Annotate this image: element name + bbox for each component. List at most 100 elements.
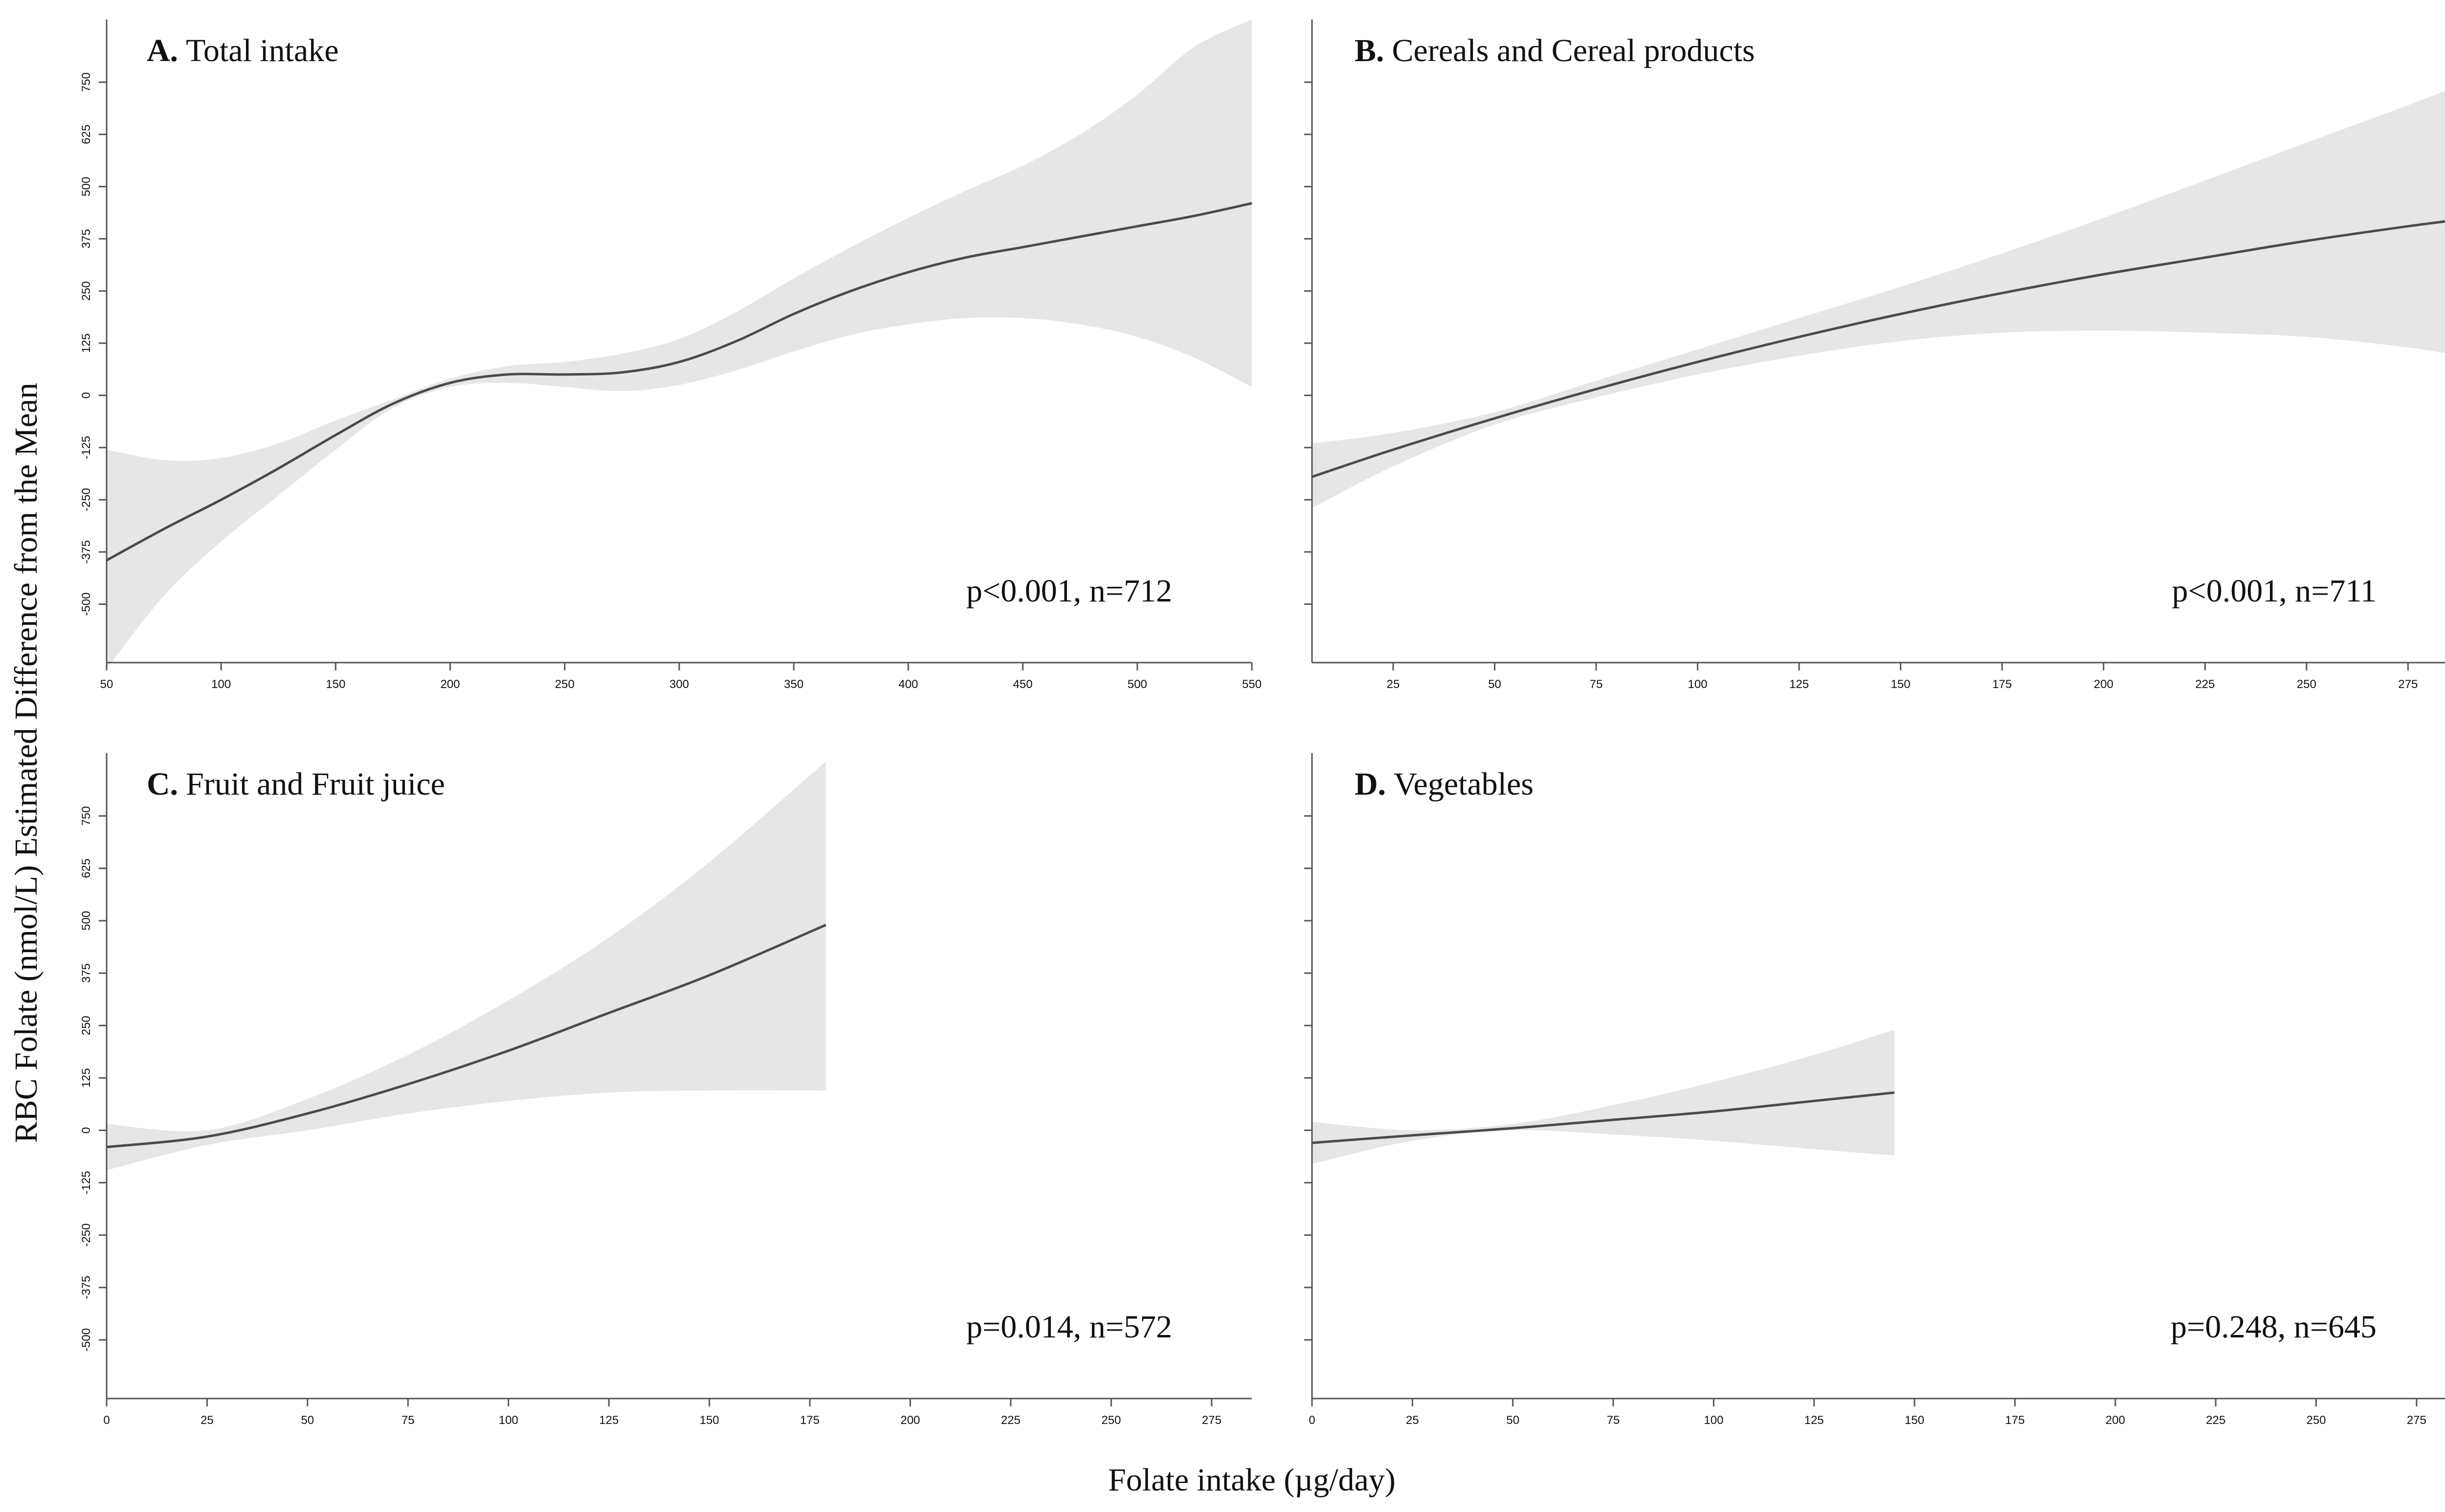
panel-title: D. Vegetables	[1355, 766, 1534, 802]
x-tick-label: 250	[555, 678, 575, 691]
x-tick-label: 150	[700, 1414, 719, 1427]
panel-letter: D.	[1355, 766, 1386, 802]
x-ticks: 25 50 75 100 125 150 175 200 225 250 275	[1387, 663, 2418, 691]
x-tick-label: 50	[1506, 1414, 1519, 1427]
x-tick-label: 275	[1202, 1414, 1222, 1427]
x-tick-label: 100	[1704, 1414, 1723, 1427]
x-tick-label: 0	[1309, 1414, 1315, 1427]
stat-annotation: p=0.014, n=572	[966, 1309, 1172, 1345]
x-tick-label: 125	[1789, 678, 1809, 691]
y-tick-label: -125	[80, 1171, 93, 1195]
y-tick-label: -375	[80, 540, 93, 564]
panel-title-text: Total intake	[186, 33, 338, 68]
y-tick-label: 500	[80, 911, 93, 931]
panel-d: 0 25 50 75 100 125 150 175 200 225 250 275 D. Vegeta…	[1304, 753, 2445, 1427]
panel-title: C. Fruit and Fruit juice	[147, 766, 445, 802]
x-tick-label: 250	[2306, 1414, 2326, 1427]
y-tick-label: 625	[80, 859, 93, 878]
y-tick-label: -375	[80, 1276, 93, 1299]
y-ticks	[1304, 81, 1312, 605]
x-tick-label: 50	[1488, 678, 1501, 691]
x-tick-label: 75	[401, 1414, 415, 1427]
x-tick-label: 400	[898, 678, 918, 691]
x-tick-label: 175	[1992, 678, 2012, 691]
y-tick-label: -500	[80, 1328, 93, 1352]
x-ticks: 0 25 50 75 100 125 150 175 200 225 250 275	[1309, 1399, 2426, 1427]
panel-letter: C.	[147, 766, 178, 802]
x-tick-label: 200	[2106, 1414, 2125, 1427]
x-axis-title: Folate intake (µg/day)	[1108, 1462, 1396, 1498]
y-ticks: -500 -375 -250 -125 0 125 250 375 500 625 750	[80, 806, 107, 1352]
confidence-band	[107, 20, 1252, 669]
estimate-line	[1311, 1091, 1895, 1144]
x-tick-label: 300	[669, 678, 689, 691]
confidence-band	[1312, 90, 2445, 509]
x-tick-label: 550	[1242, 678, 1262, 691]
x-tick-label: 200	[900, 1414, 920, 1427]
panel-title-text: Vegetables	[1394, 766, 1534, 802]
x-tick-label: 125	[1804, 1414, 1824, 1427]
stat-annotation: p=0.248, n=645	[2171, 1309, 2377, 1345]
x-tick-label: 75	[1590, 678, 1603, 691]
y-tick-label: 125	[80, 334, 93, 353]
y-tick-label: -250	[80, 488, 93, 511]
x-tick-label: 175	[2005, 1414, 2024, 1427]
panel-a: 50 100 150 200 250 300 350 400 450 500 550 -500 -37…	[80, 20, 1262, 691]
estimate-line	[1311, 220, 2445, 478]
x-tick-label: 150	[1905, 1414, 1924, 1427]
x-tick-label: 100	[499, 1414, 518, 1427]
x-tick-label: 450	[1013, 678, 1033, 691]
x-ticks: 50 100 150 200 250 300 350 400 450 500 550	[100, 663, 1262, 691]
x-tick-label: 500	[1128, 678, 1147, 691]
x-tick-label: 75	[1607, 1414, 1620, 1427]
stat-annotation: p<0.001, n=711	[2172, 573, 2377, 609]
x-tick-label: 275	[2398, 678, 2418, 691]
x-tick-label: 350	[784, 678, 803, 691]
confidence-band	[107, 761, 826, 1170]
panel-c: 0 25 50 75 100 125 150 175 200 225 250 275 -500 -375…	[80, 753, 1252, 1427]
x-ticks: 0 25 50 75 100 125 150 175 200 225 250 275	[103, 1399, 1222, 1427]
panel-title-text: Cereals and Cereal products	[1392, 33, 1755, 68]
x-tick-label: 25	[1387, 678, 1400, 691]
x-tick-label: 200	[441, 678, 460, 691]
y-ticks: -500 -375 -250 -125 0 125 250 375 500 625 750	[80, 72, 107, 616]
x-tick-label: 100	[1688, 678, 1708, 691]
y-tick-label: 0	[80, 392, 93, 399]
confidence-band	[1312, 1029, 1894, 1164]
x-tick-label: 225	[1001, 1414, 1021, 1427]
stat-annotation: p<0.001, n=712	[966, 573, 1172, 609]
estimate-line	[106, 202, 1252, 561]
x-tick-label: 25	[1406, 1414, 1419, 1427]
x-tick-label: 25	[200, 1414, 214, 1427]
y-tick-label: -250	[80, 1223, 93, 1247]
panel-b: 25 50 75 100 125 150 175 200 225 250 275 B. Cereals…	[1304, 20, 2445, 691]
x-tick-label: 250	[1101, 1414, 1121, 1427]
x-tick-label: 100	[211, 678, 231, 691]
y-tick-label: 750	[80, 72, 93, 92]
y-tick-label: 250	[80, 1016, 93, 1035]
y-tick-label: 625	[80, 125, 93, 144]
x-tick-label: 150	[1891, 678, 1911, 691]
y-tick-label: 125	[80, 1068, 93, 1088]
y-tick-label: 250	[80, 281, 93, 301]
panel-letter: B.	[1355, 33, 1384, 68]
y-tick-label: 375	[80, 229, 93, 248]
panel-title: A. Total intake	[147, 33, 339, 68]
x-tick-label: 150	[326, 678, 345, 691]
x-tick-label: 225	[2206, 1414, 2225, 1427]
x-tick-label: 50	[301, 1414, 314, 1427]
x-tick-label: 125	[599, 1414, 619, 1427]
x-tick-label: 50	[100, 678, 113, 691]
x-tick-label: 275	[2407, 1414, 2426, 1427]
y-tick-label: -125	[80, 436, 93, 459]
y-ticks	[1304, 815, 1312, 1341]
y-tick-label: 750	[80, 806, 93, 826]
x-tick-label: 200	[2094, 678, 2113, 691]
y-tick-label: 500	[80, 177, 93, 197]
x-tick-label: 0	[103, 1414, 110, 1427]
x-tick-label: 225	[2195, 678, 2215, 691]
estimate-line	[106, 924, 826, 1149]
x-tick-label: 175	[800, 1414, 820, 1427]
y-tick-label: 375	[80, 963, 93, 983]
